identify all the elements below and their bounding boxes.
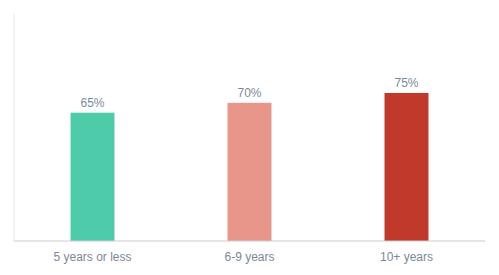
x-axis-line	[14, 241, 485, 242]
bar	[228, 103, 272, 241]
chart-container: 65% 70% 75% 5 years or less 6-9 years 10+ yea…	[0, 0, 499, 275]
value-label: 70%	[237, 86, 261, 100]
x-tick-labels: 5 years or less 6-9 years 10+ years	[53, 250, 433, 264]
value-label: 75%	[394, 76, 418, 90]
x-tick-label: 5 years or less	[53, 250, 131, 264]
chart-svg: 65% 70% 75% 5 years or less 6-9 years 10+ yea…	[0, 0, 499, 275]
bar	[385, 93, 429, 241]
x-tick-label: 6-9 years	[224, 250, 274, 264]
y-axis-line	[14, 14, 15, 241]
value-labels: 65% 70% 75%	[80, 76, 418, 110]
plot-area: 65% 70% 75% 5 years or less 6-9 years 10+ yea…	[14, 14, 485, 264]
bars	[71, 93, 429, 241]
value-label: 65%	[80, 96, 104, 110]
bar	[71, 113, 115, 241]
x-tick-label: 10+ years	[380, 250, 433, 264]
